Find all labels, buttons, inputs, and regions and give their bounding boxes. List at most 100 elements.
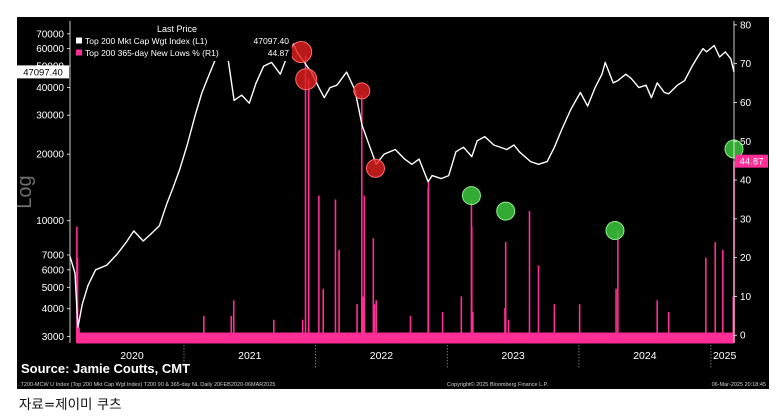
red-marker — [295, 68, 318, 91]
right-tick-label: 80 — [740, 20, 752, 31]
last-value-right: 44.87 — [740, 157, 764, 168]
legend-title: Last Price — [157, 24, 197, 34]
new-lows-bar — [301, 319, 304, 343]
new-lows-bar — [375, 300, 378, 343]
legend-label-index: Top 200 Mkt Cap Wgt Index (L1) — [85, 36, 208, 46]
bloomberg-chart: 3000 4000 5000 6000 7000 10000 20000 30000 40000… — [17, 20, 768, 388]
new-lows-bar — [307, 79, 310, 343]
legend-swatch-new-lows — [76, 49, 82, 56]
circle-markers — [290, 41, 744, 240]
new-lows-bar — [362, 296, 364, 343]
new-lows-bar — [667, 311, 670, 343]
new-lows-bar — [360, 94, 363, 343]
year-label-2022: 2022 — [370, 350, 394, 362]
index-line — [69, 43, 735, 328]
new-lows-bar — [470, 226, 473, 343]
new-lows-bar — [203, 315, 205, 343]
right-tick-label: 0 — [740, 331, 746, 342]
left-tick-label: 70000 — [36, 29, 64, 40]
year-label-2024: 2024 — [633, 350, 657, 362]
new-lows-bar — [230, 315, 233, 343]
right-tick-label: 50 — [740, 137, 752, 148]
left-tick-label: 6000 — [42, 265, 65, 276]
left-tick-label: 10000 — [36, 216, 64, 227]
new-lows-bar — [76, 257, 79, 343]
new-lows-bar — [615, 288, 617, 343]
left-axis-label: Log — [17, 175, 36, 208]
new-lows-bar — [318, 195, 320, 343]
right-tick-label: 30 — [740, 214, 752, 225]
new-lows-bar — [441, 311, 444, 343]
right-tick-label: 20 — [740, 253, 752, 264]
left-tick-label: 7000 — [42, 250, 65, 261]
new-lows-bar — [77, 323, 79, 343]
red-marker — [353, 82, 371, 100]
new-lows-bar — [472, 311, 474, 343]
new-lows-baseline — [76, 332, 735, 344]
new-lows-bar — [322, 288, 324, 343]
new-lows-bar — [363, 195, 366, 343]
new-lows-bar — [617, 230, 619, 343]
new-lows-bar — [537, 265, 540, 343]
new-lows-bar — [272, 319, 275, 343]
left-tick-label: 40000 — [36, 83, 64, 94]
new-lows-bar — [338, 249, 340, 343]
legend-label-new-lows: Top 200 365-day New Lows % (R1) — [85, 48, 219, 58]
last-value-tag-right — [735, 154, 768, 168]
new-lows-bar — [304, 55, 307, 344]
footer-right: 06-Mar-2025 20:18:45 — [712, 382, 766, 388]
left-tick-label: 20000 — [36, 150, 64, 161]
green-marker — [461, 186, 481, 206]
new-lows-bar — [705, 257, 707, 343]
left-tick-label: 30000 — [36, 111, 64, 122]
last-value-tag-left — [17, 65, 69, 79]
new-lows-bar — [656, 300, 658, 343]
left-tick-label: 3000 — [42, 332, 65, 343]
new-lows-bar — [722, 249, 724, 343]
green-marker — [605, 220, 625, 240]
gridlines — [183, 345, 712, 369]
right-tick-label: 10 — [740, 292, 752, 303]
chart-text: Log Source: Jamie Coutts, CMT .T200-MCW … — [17, 175, 766, 388]
new-lows-bar — [528, 211, 531, 343]
new-lows-bar — [553, 304, 556, 343]
legend-swatch-index — [76, 37, 82, 44]
new-lows-bar — [373, 304, 376, 343]
year-label-2023: 2023 — [501, 350, 525, 362]
new-lows-bar — [334, 199, 337, 343]
left-tick-label: 5000 — [42, 283, 65, 294]
right-tick-label: 60 — [740, 98, 752, 109]
new-lows-bar — [232, 300, 235, 343]
footer-center: Copyright© 2025 Bloomberg Finance L.P. — [447, 381, 549, 388]
red-marker — [290, 41, 313, 64]
green-marker — [496, 201, 516, 221]
legend: Last Price Top 200 Mkt Cap Wgt Index (L1… — [72, 23, 292, 61]
new-lows-bar — [578, 304, 581, 343]
new-lows-bars — [76, 55, 735, 344]
new-lows-bar — [427, 180, 430, 343]
right-tick-label: 40 — [740, 176, 752, 187]
new-lows-bar — [356, 304, 358, 343]
source-label: Source: Jamie Coutts, CMT — [21, 361, 190, 376]
new-lows-bar — [507, 319, 510, 343]
chart-frame: 3000 4000 5000 6000 7000 10000 20000 30000 40000… — [17, 17, 769, 389]
new-lows-bar — [504, 242, 507, 343]
new-lows-bar — [372, 238, 375, 343]
right-tick-label: 70 — [740, 59, 752, 70]
index-line-layer — [69, 43, 735, 328]
red-marker — [365, 158, 385, 178]
last-value-left: 47097.40 — [23, 67, 63, 78]
axes: 3000 4000 5000 6000 7000 10000 20000 30000 40000… — [17, 20, 768, 362]
footer-left: .T200-MCW U Index (Top 200 Mkt Cap Wgt I… — [19, 382, 275, 388]
new-lows-bar — [714, 242, 717, 343]
new-lows-bar — [460, 296, 463, 343]
left-tick-label: 4000 — [42, 304, 65, 315]
legend-background — [72, 23, 292, 61]
year-label-2025: 2025 — [713, 350, 737, 362]
new-lows-bar — [78, 327, 80, 343]
left-tick-label: 60000 — [36, 44, 64, 55]
new-lows-bar — [409, 315, 412, 343]
year-label-2020: 2020 — [120, 350, 144, 362]
year-label-2021: 2021 — [238, 350, 262, 362]
legend-value-new-lows: 44.87 — [268, 48, 290, 58]
